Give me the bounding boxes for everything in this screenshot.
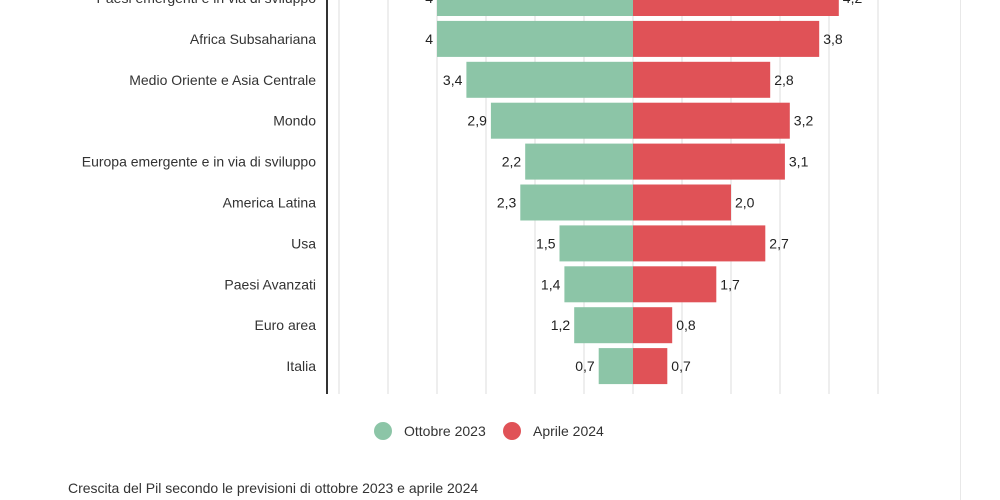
bar-ottobre-2023 (437, 20, 633, 57)
bar-aprile-2024 (633, 184, 731, 221)
value-label-ottobre-2023: 1,2 (551, 317, 571, 333)
category-label: Italia (286, 358, 316, 374)
bar-aprile-2024 (633, 143, 785, 180)
bar-ottobre-2023 (525, 143, 633, 180)
category-label: Paesi Avanzati (224, 276, 316, 292)
category-label: Euro area (255, 317, 317, 333)
bar-ottobre-2023 (564, 266, 633, 303)
value-label-aprile-2024: 3,2 (794, 113, 814, 129)
bar-ottobre-2023 (437, 0, 633, 16)
bars (437, 0, 839, 385)
bar-ottobre-2023 (466, 61, 633, 98)
value-label-ottobre-2023: 3,4 (443, 72, 463, 88)
legend-label-aprile-2024: Aprile 2024 (533, 423, 604, 439)
category-label: Africa Subsahariana (190, 31, 316, 47)
bar-ottobre-2023 (520, 184, 633, 221)
bar-ottobre-2023 (490, 102, 633, 139)
value-label-aprile-2024: 2,7 (769, 235, 789, 251)
value-label-aprile-2024: 2,8 (774, 72, 794, 88)
legend-swatch-ottobre-2023 (374, 422, 392, 440)
value-label-ottobre-2023: 2,9 (467, 113, 487, 129)
legend-item-aprile-2024[interactable]: Aprile 2024 (503, 422, 604, 440)
panel-edge-divider (960, 0, 961, 500)
bar-aprile-2024 (633, 61, 771, 98)
category-label: Mondo (273, 113, 316, 129)
bar-aprile-2024 (633, 266, 717, 303)
value-label-aprile-2024: 1,7 (720, 276, 740, 292)
legend-swatch-aprile-2024 (503, 422, 521, 440)
bar-aprile-2024 (633, 348, 668, 385)
legend-label-ottobre-2023: Ottobre 2023 (404, 423, 486, 439)
bar-aprile-2024 (633, 225, 766, 262)
bar-aprile-2024 (633, 0, 839, 16)
value-label-aprile-2024: 0,7 (671, 358, 691, 374)
labels: Paesi emergenti e in via di sviluppo 4 4,2… (82, 0, 863, 374)
bar-aprile-2024 (633, 307, 673, 344)
value-label-ottobre-2023: 2,2 (502, 154, 522, 170)
chart-note: Crescita del Pil secondo le previsioni d… (68, 480, 479, 496)
bar-aprile-2024 (633, 102, 790, 139)
bar-aprile-2024 (633, 20, 820, 57)
bar-ottobre-2023 (559, 225, 633, 262)
value-label-aprile-2024: 3,8 (823, 31, 843, 47)
category-label: America Latina (223, 195, 317, 211)
value-label-ottobre-2023: 1,5 (536, 235, 556, 251)
value-label-ottobre-2023: 1,4 (541, 276, 561, 292)
value-label-aprile-2024: 4,2 (843, 0, 863, 6)
bar-ottobre-2023 (598, 348, 633, 385)
value-label-ottobre-2023: 4 (425, 31, 433, 47)
legend: Ottobre 2023 Aprile 2024 (374, 422, 604, 440)
value-label-aprile-2024: 3,1 (789, 154, 809, 170)
category-label: Paesi emergenti e in via di sviluppo (97, 0, 317, 6)
value-label-aprile-2024: 0,8 (676, 317, 696, 333)
legend-item-ottobre-2023[interactable]: Ottobre 2023 (374, 422, 486, 440)
value-label-ottobre-2023: 0,7 (575, 358, 595, 374)
category-label: Medio Oriente e Asia Centrale (129, 72, 316, 88)
category-label: Usa (291, 235, 316, 251)
value-label-aprile-2024: 2,0 (735, 195, 755, 211)
value-label-ottobre-2023: 2,3 (497, 195, 517, 211)
category-label: Europa emergente e in via di sviluppo (82, 154, 316, 170)
bar-ottobre-2023 (574, 307, 633, 344)
value-label-ottobre-2023: 4 (425, 0, 433, 6)
